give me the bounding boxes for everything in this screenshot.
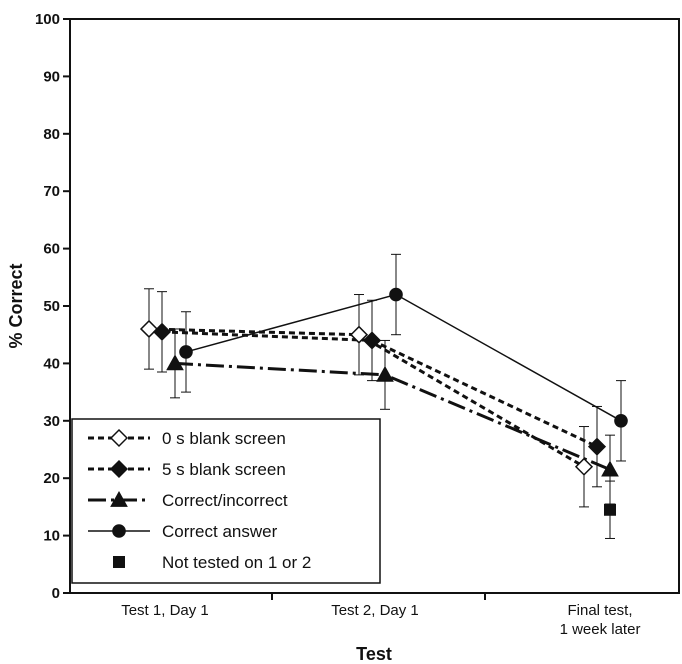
data-point [587,437,607,456]
legend-marker [113,556,125,568]
data-point [179,345,193,359]
data-point [604,503,616,516]
data-point [152,322,172,341]
legend-label: Correct answer [162,522,278,541]
y-tick-label: 60 [43,241,60,258]
x-category-label-line: Final test, [567,602,632,619]
data-point [139,319,159,339]
legend-marker [109,459,129,479]
y-tick-label: 50 [43,298,60,315]
x-category-label-line: Test 2, Day 1 [331,602,419,619]
y-tick-label: 90 [43,68,60,85]
x-category-label-line: Test 1, Day 1 [121,602,209,619]
data-point [574,457,594,476]
y-tick-label: 30 [43,413,60,430]
data-point [614,414,628,428]
legend: 0 s blank screen 5 s blank screen Correct/… [71,418,381,584]
y-tick-label: 20 [43,470,60,487]
y-tick-label: 40 [43,355,60,372]
x-category-label: Test 2, Day 1 [331,602,419,619]
y-tick-label: 80 [43,126,60,143]
legend-label: Correct/incorrect [162,491,288,510]
x-category-label-line: 1 week later [560,621,641,638]
y-axis-title: % Correct [6,263,26,348]
data-point [349,325,369,344]
legend-marker [110,490,128,507]
data-point [389,287,403,302]
legend-label: 5 s blank screen [162,460,286,479]
y-tick-label: 70 [43,183,60,200]
legend-label: 0 s blank screen [162,429,286,448]
legend-marker [109,428,129,448]
data-point [376,365,394,382]
data-point [166,354,184,371]
y-tick-label: 100 [35,11,60,28]
legend-marker [112,524,126,538]
x-axis-title: Test [356,644,392,664]
data-point [601,460,619,477]
legend-label: Not tested on 1 or 2 [162,553,311,572]
data-point [362,331,382,350]
x-category-label: Final test, 1 week later [560,602,641,638]
y-tick-label: 0 [52,585,60,602]
y-tick-label: 10 [43,528,60,545]
x-category-label: Test 1, Day 1 [121,602,209,619]
